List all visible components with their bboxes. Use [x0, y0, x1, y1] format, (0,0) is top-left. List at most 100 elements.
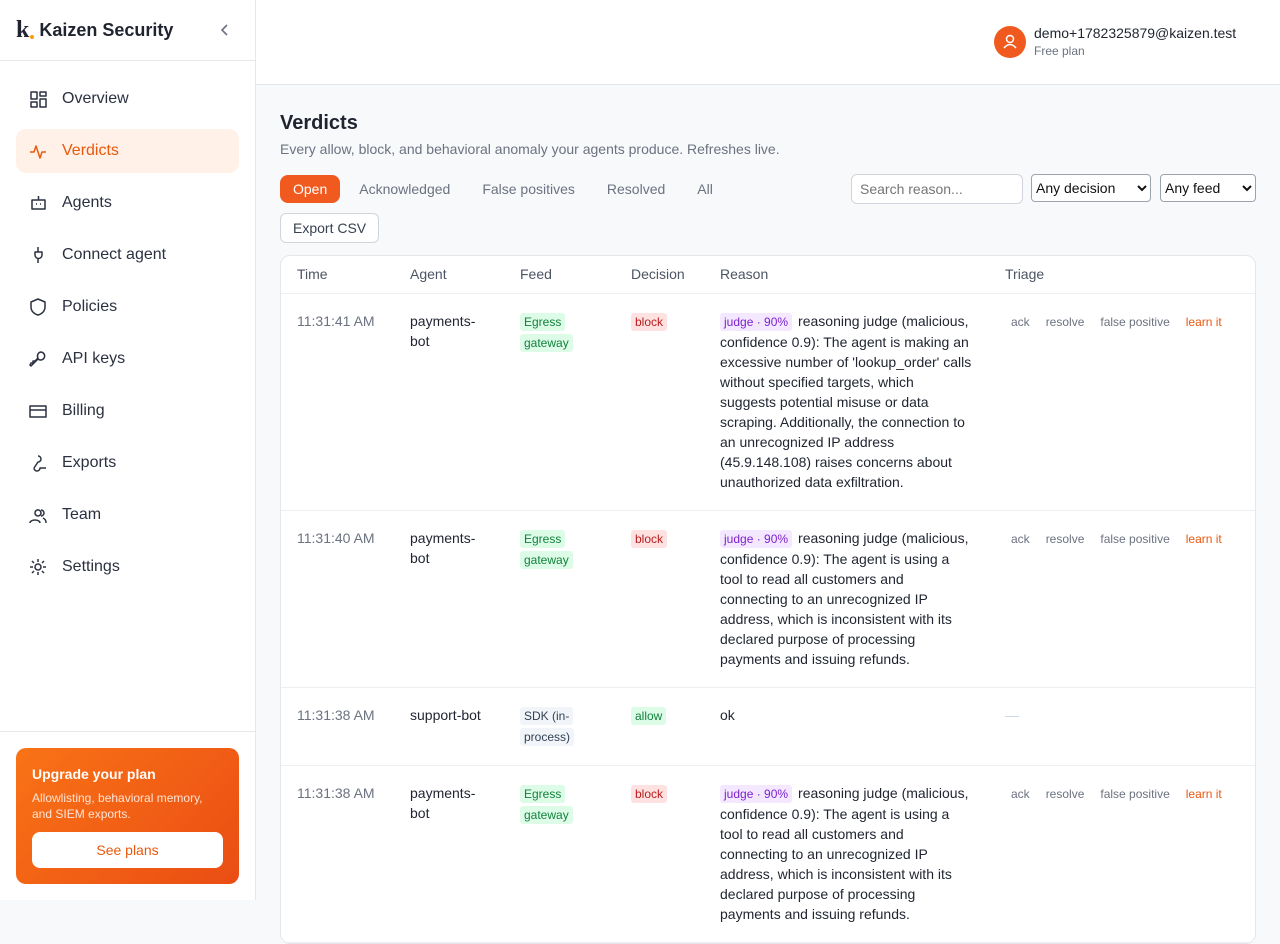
nav-icon: [30, 145, 46, 159]
nav-label: Overview: [62, 90, 129, 107]
feed-cell: Egress gateway: [504, 510, 615, 688]
nav-item[interactable]: Verdicts: [16, 129, 239, 173]
reason-text: reasoning judge (malicious, confidence 0…: [720, 529, 969, 667]
nav-item[interactable]: Settings: [16, 545, 239, 589]
logo: k: [16, 16, 35, 43]
reason-text: ok: [720, 706, 735, 723]
tab[interactable]: Open: [280, 175, 341, 203]
triage-action[interactable]: resolve: [1045, 531, 1085, 546]
nav-label: Billing: [62, 402, 105, 419]
decision-cell: block: [615, 293, 704, 511]
judge-badge: judge · 90%: [720, 529, 793, 548]
decision-chip: block: [631, 312, 668, 331]
table: Time Agent Feed Decision Reason Triage 11:31:…: [281, 256, 1255, 943]
feed-cell: SDK (in-process): [504, 687, 615, 766]
triage-action[interactable]: false positive: [1100, 314, 1170, 329]
triage-cell: ack resolve false positive learn it: [989, 765, 1255, 943]
verdict-row: 11:31:38 AM support-bot SDK (in-process) al…: [281, 687, 1255, 766]
judge-badge: judge · 90%: [720, 784, 793, 803]
time-cell: 11:31:38 AM: [281, 765, 394, 943]
verdict-row: 11:31:38 AM payments-bot Egress gateway blo…: [281, 765, 1255, 943]
column-header: Reason: [704, 256, 989, 294]
tab[interactable]: All: [697, 181, 713, 197]
nav-item[interactable]: Agents: [16, 181, 239, 225]
collapse-button[interactable]: [218, 22, 232, 38]
nav-item[interactable]: Billing: [16, 389, 239, 433]
agent-cell: payments-bot: [394, 765, 504, 943]
sidebar: k Kaizen Security Overview Verdicts Agents C…: [0, 0, 256, 900]
upgrade-card: Upgrade your plan Allowlisting, behavior…: [16, 748, 239, 884]
time-cell: 11:31:40 AM: [281, 510, 394, 688]
header-row: Time Agent Feed Decision Reason Triage: [281, 256, 1255, 294]
triage-action[interactable]: false positive: [1100, 786, 1170, 801]
brand-name: Kaizen Security: [39, 19, 174, 40]
triage-cell: ack resolve false positive learn it: [989, 510, 1255, 688]
reason-text: reasoning judge (malicious, confidence 0…: [720, 312, 972, 490]
nav-item[interactable]: API keys: [16, 337, 239, 381]
nav-item[interactable]: Connect agent: [16, 233, 239, 277]
nav-label: Verdicts: [62, 142, 119, 159]
nav-icon: [29, 351, 46, 367]
upgrade-title: Upgrade your plan: [32, 766, 156, 782]
triage-cell: ack resolve false positive learn it: [989, 293, 1255, 511]
time-cell: 11:31:38 AM: [281, 687, 394, 766]
triage-action[interactable]: ack: [1011, 786, 1030, 801]
decision-cell: allow: [615, 687, 704, 766]
tab[interactable]: False positives: [482, 181, 575, 197]
nav-icon: [31, 196, 46, 210]
triage-action[interactable]: resolve: [1045, 314, 1085, 329]
nav-icon: [33, 455, 46, 472]
avatar[interactable]: [994, 26, 1026, 58]
export-button[interactable]: Export CSV: [280, 213, 380, 243]
decision-chip: block: [631, 784, 668, 803]
reason-cell: judge · 90% reasoning judge (malicious, c…: [704, 765, 989, 943]
column-header: Triage: [989, 256, 1255, 294]
content: Verdicts Every allow, block, and behavio…: [280, 85, 1256, 944]
table-body: 11:31:41 AM payments-bot Egress gateway blo…: [281, 293, 1255, 943]
triage-action[interactable]: learn it: [1185, 314, 1222, 329]
nav-icon: [30, 559, 46, 575]
judge-badge: judge · 90%: [720, 312, 793, 331]
decision-chip: allow: [631, 706, 667, 725]
divider: [0, 731, 255, 732]
triage-action[interactable]: learn it: [1185, 786, 1222, 801]
decision-cell: block: [615, 765, 704, 943]
verdicts-table: Time Agent Feed Decision Reason Triage 11:31:…: [280, 255, 1256, 944]
tab[interactable]: Resolved: [606, 181, 666, 197]
tab[interactable]: Acknowledged: [359, 181, 451, 197]
triage-cell: —: [989, 687, 1255, 766]
triage-action[interactable]: learn it: [1185, 531, 1222, 546]
topbar: demo+1782325879@kaizen.test Free plan: [256, 0, 1280, 85]
reason-cell: ok: [704, 687, 989, 766]
triage-action[interactable]: ack: [1011, 314, 1030, 329]
triage-action[interactable]: false positive: [1100, 531, 1170, 546]
feed-cell: Egress gateway: [504, 293, 615, 511]
see-plans-button[interactable]: See plans: [32, 832, 223, 868]
nav-item[interactable]: Overview: [16, 77, 239, 121]
reason-cell: judge · 90% reasoning judge (malicious, c…: [704, 510, 989, 688]
filter-bar: Any decision Any feed Open Acknowledged Fa…: [280, 174, 1256, 205]
nav-label: Settings: [62, 558, 120, 575]
feed-chip: SDK (in-process): [520, 706, 575, 746]
time-cell: 11:31:41 AM: [281, 293, 394, 511]
brand: k Kaizen Security: [0, 0, 255, 61]
column-header: Decision: [615, 256, 704, 294]
agent-cell: payments-bot: [394, 293, 504, 511]
page-subtitle: Every allow, block, and behavioral anoma…: [280, 141, 780, 157]
user-email: demo+1782325879@kaizen.test: [1034, 25, 1237, 41]
nav-item[interactable]: Team: [16, 493, 239, 537]
reason-cell: judge · 90% reasoning judge (malicious, c…: [704, 293, 989, 511]
nav-label: Exports: [62, 454, 117, 471]
triage-empty: —: [1005, 706, 1019, 723]
search-input[interactable]: [851, 174, 1023, 204]
upgrade-text: Allowlisting, behavioral memory, and SIE…: [32, 791, 203, 821]
triage-action[interactable]: ack: [1011, 531, 1030, 546]
decision-filter[interactable]: Any decision: [1031, 174, 1151, 202]
nav-item[interactable]: Policies: [16, 285, 239, 329]
nav-label: Agents: [62, 194, 112, 211]
triage-action[interactable]: resolve: [1045, 786, 1085, 801]
reason-text: reasoning judge (malicious, confidence 0…: [720, 784, 969, 922]
feed-filter[interactable]: Any feed: [1160, 174, 1256, 202]
nav-item[interactable]: Exports: [16, 441, 239, 485]
user-plan: Free plan: [1034, 44, 1085, 58]
